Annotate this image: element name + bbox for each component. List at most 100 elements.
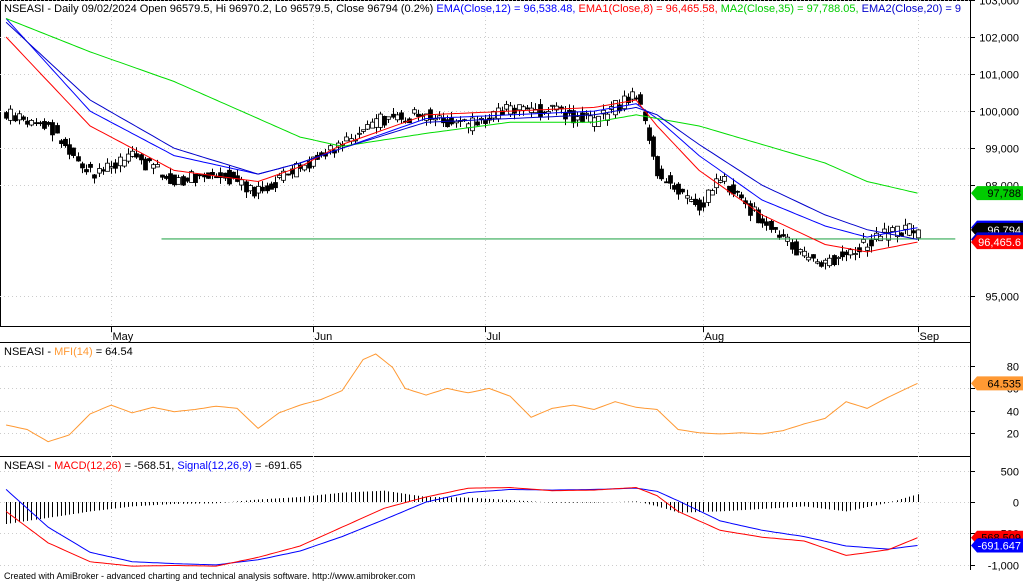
candle-body: [504, 104, 509, 110]
candle-body: [869, 239, 874, 247]
candle-body: [378, 113, 383, 128]
candle-body: [890, 227, 895, 232]
candle-body: [550, 104, 555, 107]
candle-body: [651, 136, 656, 157]
candle-body: [181, 176, 186, 186]
candle-body: [437, 115, 442, 119]
candle-body: [731, 184, 736, 195]
price-header-prefix: NSEASI - Daily 09/02/2024 Open 96579.5, …: [4, 3, 434, 15]
candle-body: [193, 173, 198, 183]
mfi-value-label-bg: [971, 376, 1023, 391]
x-tick-label: Jun: [315, 331, 333, 343]
candle-body: [840, 251, 845, 258]
candle-body: [710, 190, 715, 196]
candle-body: [84, 169, 89, 173]
x-tick-label: Jul: [487, 331, 501, 343]
candle-body: [151, 164, 156, 169]
candle-body: [454, 120, 459, 124]
candle-body: [554, 105, 559, 111]
mfi-header-name: MFI(14): [54, 346, 93, 358]
candle-body: [260, 186, 265, 192]
macd-header-prefix: NSEASI -: [4, 460, 52, 472]
candle-body: [147, 158, 152, 162]
candle-body: [76, 156, 81, 162]
candle-body: [416, 113, 421, 117]
candle-body: [370, 121, 375, 129]
candle-body: [664, 181, 669, 184]
mfi-value-label: 64.535: [987, 378, 1021, 390]
ema12-legend: EMA(Close,12) = 96,538.48,: [436, 3, 576, 15]
candle-body: [739, 194, 744, 199]
candle-body: [580, 112, 585, 123]
price-series-line-2: [5, 18, 918, 194]
candle-body: [113, 162, 118, 169]
candle-body: [777, 234, 782, 238]
candle-body: [735, 190, 740, 193]
candle-body: [231, 171, 236, 179]
candle-body: [277, 174, 282, 178]
candle-body: [517, 104, 522, 111]
candle-body: [374, 118, 379, 128]
candle-body: [538, 104, 543, 117]
candle-body: [903, 224, 908, 230]
candle-body: [281, 170, 286, 181]
candle-body: [668, 175, 673, 184]
candle-body: [764, 221, 769, 226]
candle-body: [412, 109, 417, 114]
candle-body: [256, 185, 261, 194]
candle-body: [17, 113, 22, 121]
candle-body: [399, 112, 404, 120]
candle-body: [361, 129, 366, 132]
price-series-line-3: [5, 21, 918, 240]
candle-body: [794, 241, 799, 256]
candle-body: [693, 198, 698, 205]
candle-body: [71, 147, 76, 156]
ema20-legend: EMA2(Close,20) = 9: [861, 3, 962, 15]
candle-body: [773, 227, 778, 230]
candle-body: [357, 132, 362, 135]
candle-body: [21, 116, 26, 120]
candle-body: [832, 255, 837, 266]
candle-body: [722, 176, 727, 182]
candle-body: [634, 97, 639, 100]
candle-body: [706, 189, 711, 203]
signal-line: [5, 487, 918, 566]
candle-body: [861, 239, 866, 243]
candle-body: [218, 172, 223, 178]
candle-body: [630, 91, 635, 100]
candle-body: [109, 166, 114, 169]
candle-body: [865, 246, 870, 251]
signal-value-label-bg: [971, 538, 1023, 553]
candle-body: [59, 140, 64, 144]
candle-body: [575, 116, 580, 121]
candle-body: [97, 168, 102, 174]
candle-body: [239, 179, 244, 186]
macd-y-tick-label: -1,000: [988, 561, 1019, 573]
candle-body: [160, 174, 165, 178]
candle-body: [252, 186, 257, 197]
candle-body: [4, 112, 9, 119]
candle-body: [55, 125, 60, 134]
candle-body: [525, 107, 530, 110]
candle-body: [815, 261, 820, 264]
price-y-tick-label: 103,000: [979, 0, 1019, 8]
candle-body: [508, 105, 513, 115]
candle-body: [143, 158, 148, 171]
candle-body: [470, 117, 475, 132]
mfi-y-tick-label: 40: [1007, 407, 1019, 419]
candle-body: [265, 185, 270, 192]
candle-body: [760, 218, 765, 224]
candle-body: [134, 153, 139, 158]
candle-body: [197, 174, 202, 177]
candle-body: [214, 176, 219, 179]
candle-body: [185, 177, 190, 182]
candle-body: [13, 115, 18, 122]
candle-body: [244, 181, 249, 193]
ma35-value-label: 97,788: [987, 188, 1021, 200]
candle-body: [155, 164, 160, 168]
candle-body: [781, 234, 786, 237]
candle-body: [819, 262, 824, 267]
macd-line: [5, 486, 918, 567]
candle-body: [168, 173, 173, 184]
